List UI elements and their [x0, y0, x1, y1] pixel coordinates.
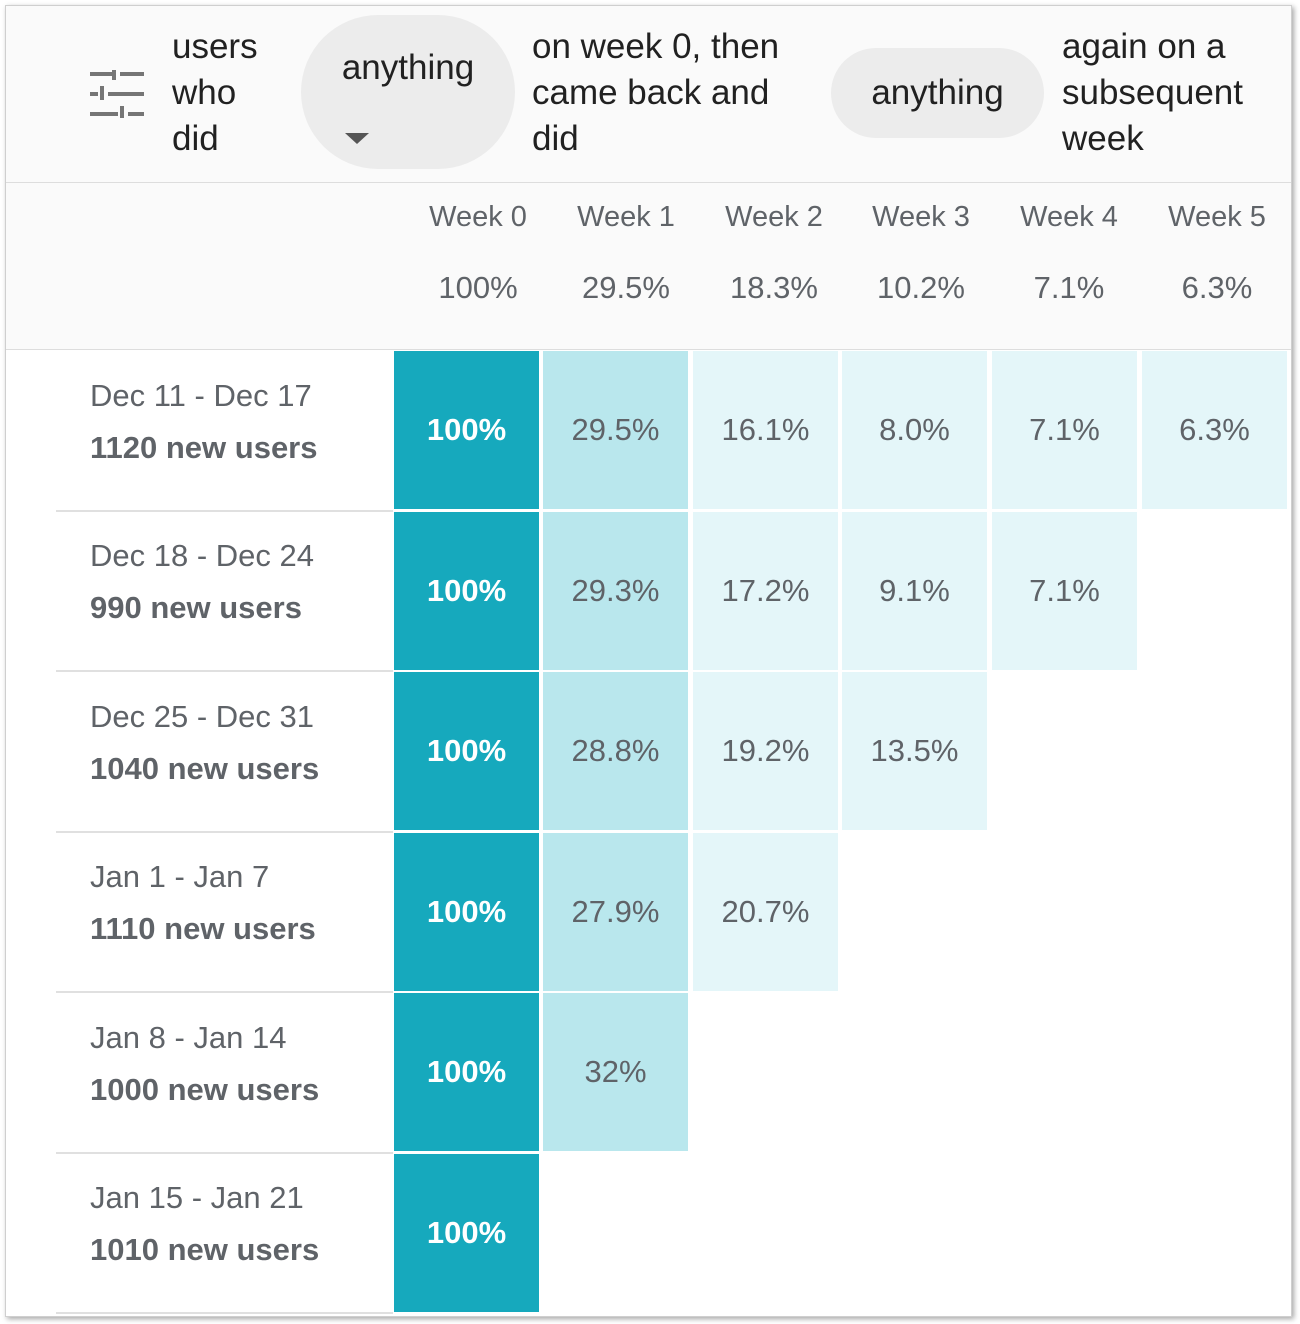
retention-filter-bar: users who did anything on week 0, then c… — [6, 6, 1291, 183]
filter-middle-text: on week 0, then came back and did — [532, 24, 779, 162]
retention-cell[interactable]: 32% — [543, 993, 688, 1151]
cohort-new-users: 1010 new users — [90, 1232, 320, 1267]
first-event-dropdown[interactable]: anything — [301, 15, 515, 169]
week-column-header: Week 0 — [429, 201, 527, 233]
cohort-date-range: Jan 15 - Jan 21 — [90, 1180, 304, 1215]
cohort-row-label: Jan 1 - Jan 7 1110 new users — [56, 831, 393, 993]
filter-prefix-line: users — [172, 27, 258, 66]
retention-cell[interactable]: 27.9% — [543, 833, 688, 991]
cohort-new-users: 1000 new users — [90, 1072, 320, 1107]
second-event-dropdown[interactable]: anything — [831, 48, 1044, 138]
cohort-row-label: Dec 11 - Dec 17 1120 new users — [56, 350, 393, 512]
retention-cell[interactable]: 29.5% — [543, 351, 688, 509]
week-column-header: Week 1 — [577, 201, 675, 233]
cohort-date-range: Dec 18 - Dec 24 — [90, 538, 314, 573]
cohort-row-label: Dec 25 - Dec 31 1040 new users — [56, 671, 393, 833]
retention-cell[interactable]: 6.3% — [1142, 351, 1287, 509]
retention-cell[interactable]: 100% — [394, 833, 539, 991]
retention-cell[interactable]: 9.1% — [842, 512, 987, 670]
week-average: 18.3% — [730, 270, 818, 305]
week-average: 6.3% — [1181, 270, 1253, 305]
week-summary-header: Week 0 Week 1 Week 2 Week 3 Week 4 Week … — [6, 183, 1291, 350]
cohort-row-label: Jan 15 - Jan 21 1010 new users — [56, 1152, 393, 1314]
retention-cell[interactable]: 28.8% — [543, 672, 688, 830]
retention-cell[interactable]: 100% — [394, 1154, 539, 1312]
retention-cell[interactable]: 16.1% — [693, 351, 838, 509]
filter-suffix-line: subsequent — [1062, 73, 1243, 112]
filter-middle-line: came back and — [532, 73, 770, 112]
retention-cell[interactable]: 100% — [394, 512, 539, 670]
second-event-label: anything — [871, 73, 1004, 112]
filter-suffix-text: again on a subsequent week — [1062, 24, 1243, 162]
retention-cell[interactable]: 100% — [394, 993, 539, 1151]
retention-cell[interactable]: 7.1% — [992, 351, 1137, 509]
filter-prefix-text: users who did — [172, 24, 258, 162]
week-average: 29.5% — [582, 270, 670, 305]
cohort-new-users: 1120 new users — [90, 430, 318, 465]
retention-cell[interactable]: 20.7% — [693, 833, 838, 991]
cohort-retention-panel: users who did anything on week 0, then c… — [5, 5, 1292, 1317]
cohort-date-range: Jan 8 - Jan 14 — [90, 1020, 287, 1055]
cohort-row-label: Dec 18 - Dec 24 990 new users — [56, 510, 393, 672]
retention-cell[interactable]: 13.5% — [842, 672, 987, 830]
filter-suffix-line: week — [1062, 119, 1144, 158]
caret-down-icon — [345, 133, 369, 144]
retention-cell[interactable]: 100% — [394, 672, 539, 830]
filter-prefix-line: who — [172, 73, 237, 112]
week-average: 7.1% — [1033, 270, 1105, 305]
retention-cell[interactable]: 29.3% — [543, 512, 688, 670]
filter-prefix-line: did — [172, 119, 219, 158]
week-column-header: Week 2 — [725, 201, 823, 233]
cohort-date-range: Dec 25 - Dec 31 — [90, 699, 314, 734]
week-average: 10.2% — [877, 270, 965, 305]
week-column-header: Week 3 — [872, 201, 970, 233]
retention-cell[interactable]: 8.0% — [842, 351, 987, 509]
filter-middle-line: on week 0, then — [532, 27, 780, 66]
week-average: 100% — [438, 270, 518, 305]
retention-cell[interactable]: 17.2% — [693, 512, 838, 670]
week-column-header: Week 5 — [1168, 201, 1266, 233]
cohort-row-label: Jan 8 - Jan 14 1000 new users — [56, 992, 393, 1154]
cohort-new-users: 990 new users — [90, 590, 302, 625]
tune-sliders-icon[interactable] — [90, 70, 146, 118]
filter-suffix-line: again on a — [1062, 27, 1226, 66]
week-column-header: Week 4 — [1020, 201, 1118, 233]
cohort-date-range: Dec 11 - Dec 17 — [90, 378, 312, 413]
retention-cell[interactable]: 7.1% — [992, 512, 1137, 670]
cohort-date-range: Jan 1 - Jan 7 — [90, 859, 270, 894]
retention-cell[interactable]: 100% — [394, 351, 539, 509]
filter-middle-line: did — [532, 119, 579, 158]
cohort-new-users: 1110 new users — [90, 911, 316, 946]
retention-cell[interactable]: 19.2% — [693, 672, 838, 830]
first-event-label: anything — [341, 48, 475, 87]
cohort-new-users: 1040 new users — [90, 751, 320, 786]
